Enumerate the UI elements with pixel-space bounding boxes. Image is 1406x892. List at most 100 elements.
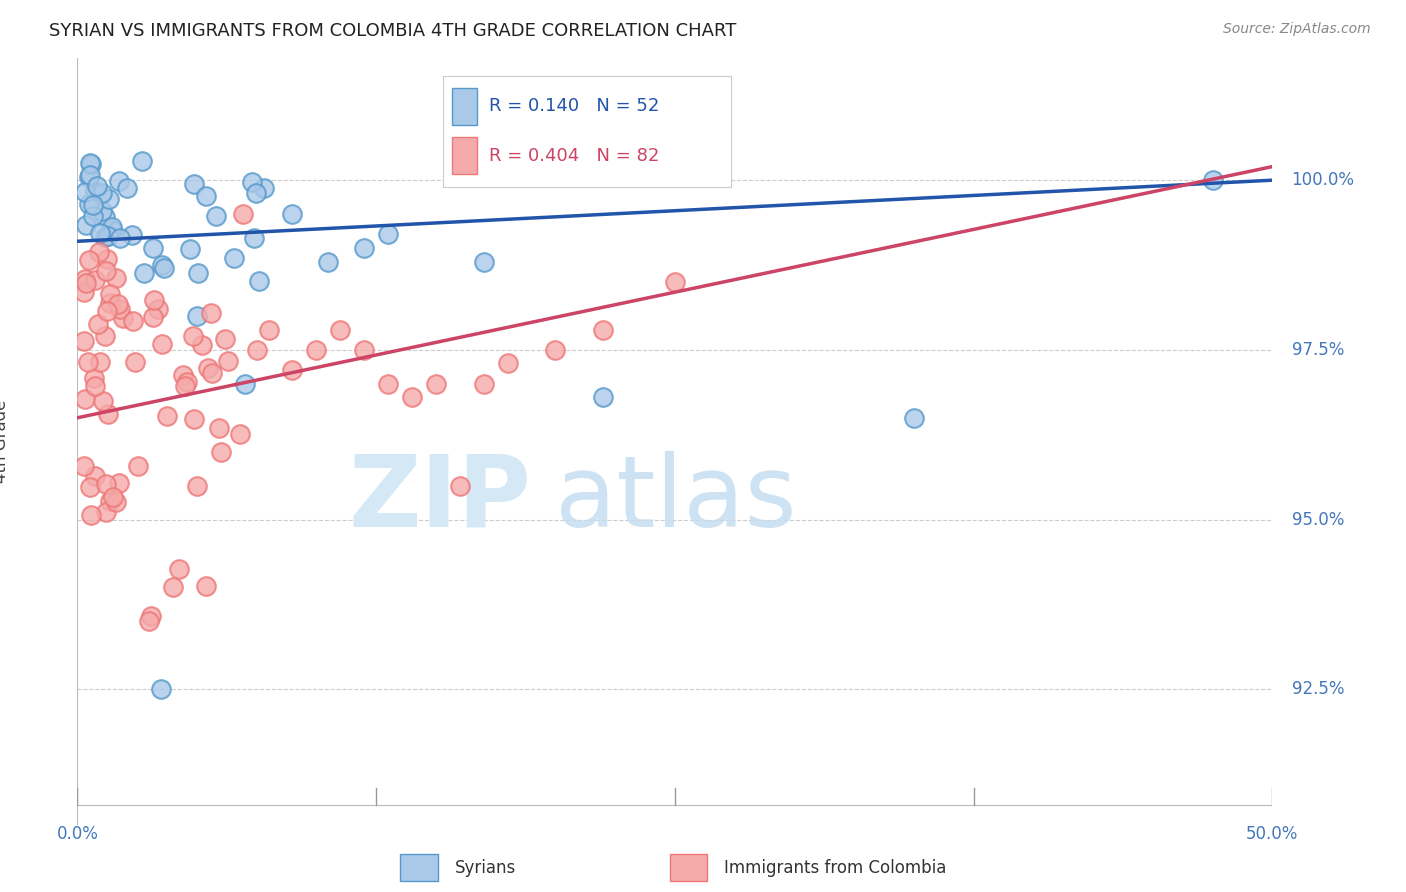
Point: [143, 293, 166, 307]
Point: [246, 343, 269, 357]
Point: [201, 366, 224, 380]
Point: [449, 478, 471, 492]
Point: [97, 229, 120, 244]
Point: [205, 209, 228, 223]
Point: [108, 231, 131, 245]
Point: [318, 254, 340, 268]
Point: [233, 376, 256, 391]
Point: [86, 178, 108, 193]
Point: [73, 285, 96, 299]
Point: [79, 508, 101, 523]
Point: [197, 360, 219, 375]
Point: [222, 251, 245, 265]
Point: [94, 211, 117, 225]
Point: [90, 204, 112, 219]
Point: [247, 274, 270, 288]
Point: [496, 356, 519, 370]
Point: [98, 193, 121, 207]
Point: [281, 363, 304, 377]
Point: [75, 185, 97, 199]
Point: [121, 227, 143, 242]
Point: [377, 376, 399, 391]
Point: [89, 355, 111, 369]
Point: [79, 169, 101, 183]
Point: [75, 218, 97, 232]
Point: [86, 318, 108, 332]
Point: [73, 458, 96, 473]
Point: [98, 494, 121, 508]
Point: [73, 271, 96, 285]
Point: [108, 301, 131, 316]
Point: [111, 310, 134, 325]
Text: atlas: atlas: [555, 450, 797, 548]
Text: Source: ZipAtlas.com: Source: ZipAtlas.com: [1223, 22, 1371, 37]
Point: [115, 180, 138, 194]
Point: [84, 378, 107, 392]
Point: [544, 343, 567, 357]
Text: 95.0%: 95.0%: [1292, 510, 1344, 529]
Point: [187, 266, 209, 280]
Point: [124, 355, 146, 369]
Point: [142, 310, 165, 324]
Point: [94, 505, 117, 519]
Point: [183, 177, 205, 191]
Point: [96, 304, 118, 318]
Point: [183, 412, 205, 426]
Point: [108, 476, 131, 491]
Point: [94, 328, 117, 343]
Bar: [451, 137, 478, 174]
Point: [84, 185, 107, 199]
Point: [77, 355, 100, 369]
Point: [89, 245, 111, 260]
Point: [150, 337, 173, 351]
Point: [186, 478, 208, 492]
Point: [243, 231, 266, 245]
Point: [186, 309, 208, 323]
Point: [664, 275, 686, 289]
Point: [190, 338, 212, 352]
Point: [107, 174, 129, 188]
Text: 92.5%: 92.5%: [1292, 681, 1344, 698]
Text: R = 0.140   N = 52: R = 0.140 N = 52: [489, 97, 659, 115]
Point: [90, 186, 112, 200]
Point: [592, 322, 614, 336]
Point: [83, 272, 105, 286]
Point: [208, 421, 231, 435]
Text: 0.0%: 0.0%: [56, 825, 98, 843]
Point: [96, 477, 118, 491]
Point: [172, 368, 194, 383]
Point: [472, 376, 495, 391]
Point: [329, 322, 352, 336]
Point: [152, 260, 174, 275]
Point: [232, 207, 254, 221]
Point: [73, 334, 96, 348]
Point: [79, 480, 101, 494]
Point: [214, 332, 236, 346]
Point: [169, 562, 191, 576]
Text: Immigrants from Colombia: Immigrants from Colombia: [724, 859, 946, 877]
Point: [173, 379, 195, 393]
Point: [83, 371, 105, 385]
Point: [100, 223, 122, 237]
Point: [75, 276, 97, 290]
Text: 50.0%: 50.0%: [1246, 825, 1299, 843]
Point: [200, 306, 222, 320]
Point: [257, 322, 280, 336]
Point: [73, 392, 96, 406]
Point: [425, 376, 447, 391]
Point: [101, 220, 124, 235]
Point: [377, 227, 399, 242]
Point: [353, 241, 375, 255]
Point: [142, 241, 165, 255]
Point: [209, 444, 232, 458]
Point: [281, 207, 304, 221]
Point: [107, 296, 129, 310]
Point: [353, 343, 375, 357]
Point: [79, 157, 101, 171]
Text: 100.0%: 100.0%: [1292, 171, 1354, 189]
Point: [121, 314, 143, 328]
Point: [96, 252, 118, 266]
Text: 4th Grade: 4th Grade: [0, 400, 10, 483]
Point: [903, 410, 925, 425]
Point: [97, 407, 120, 421]
